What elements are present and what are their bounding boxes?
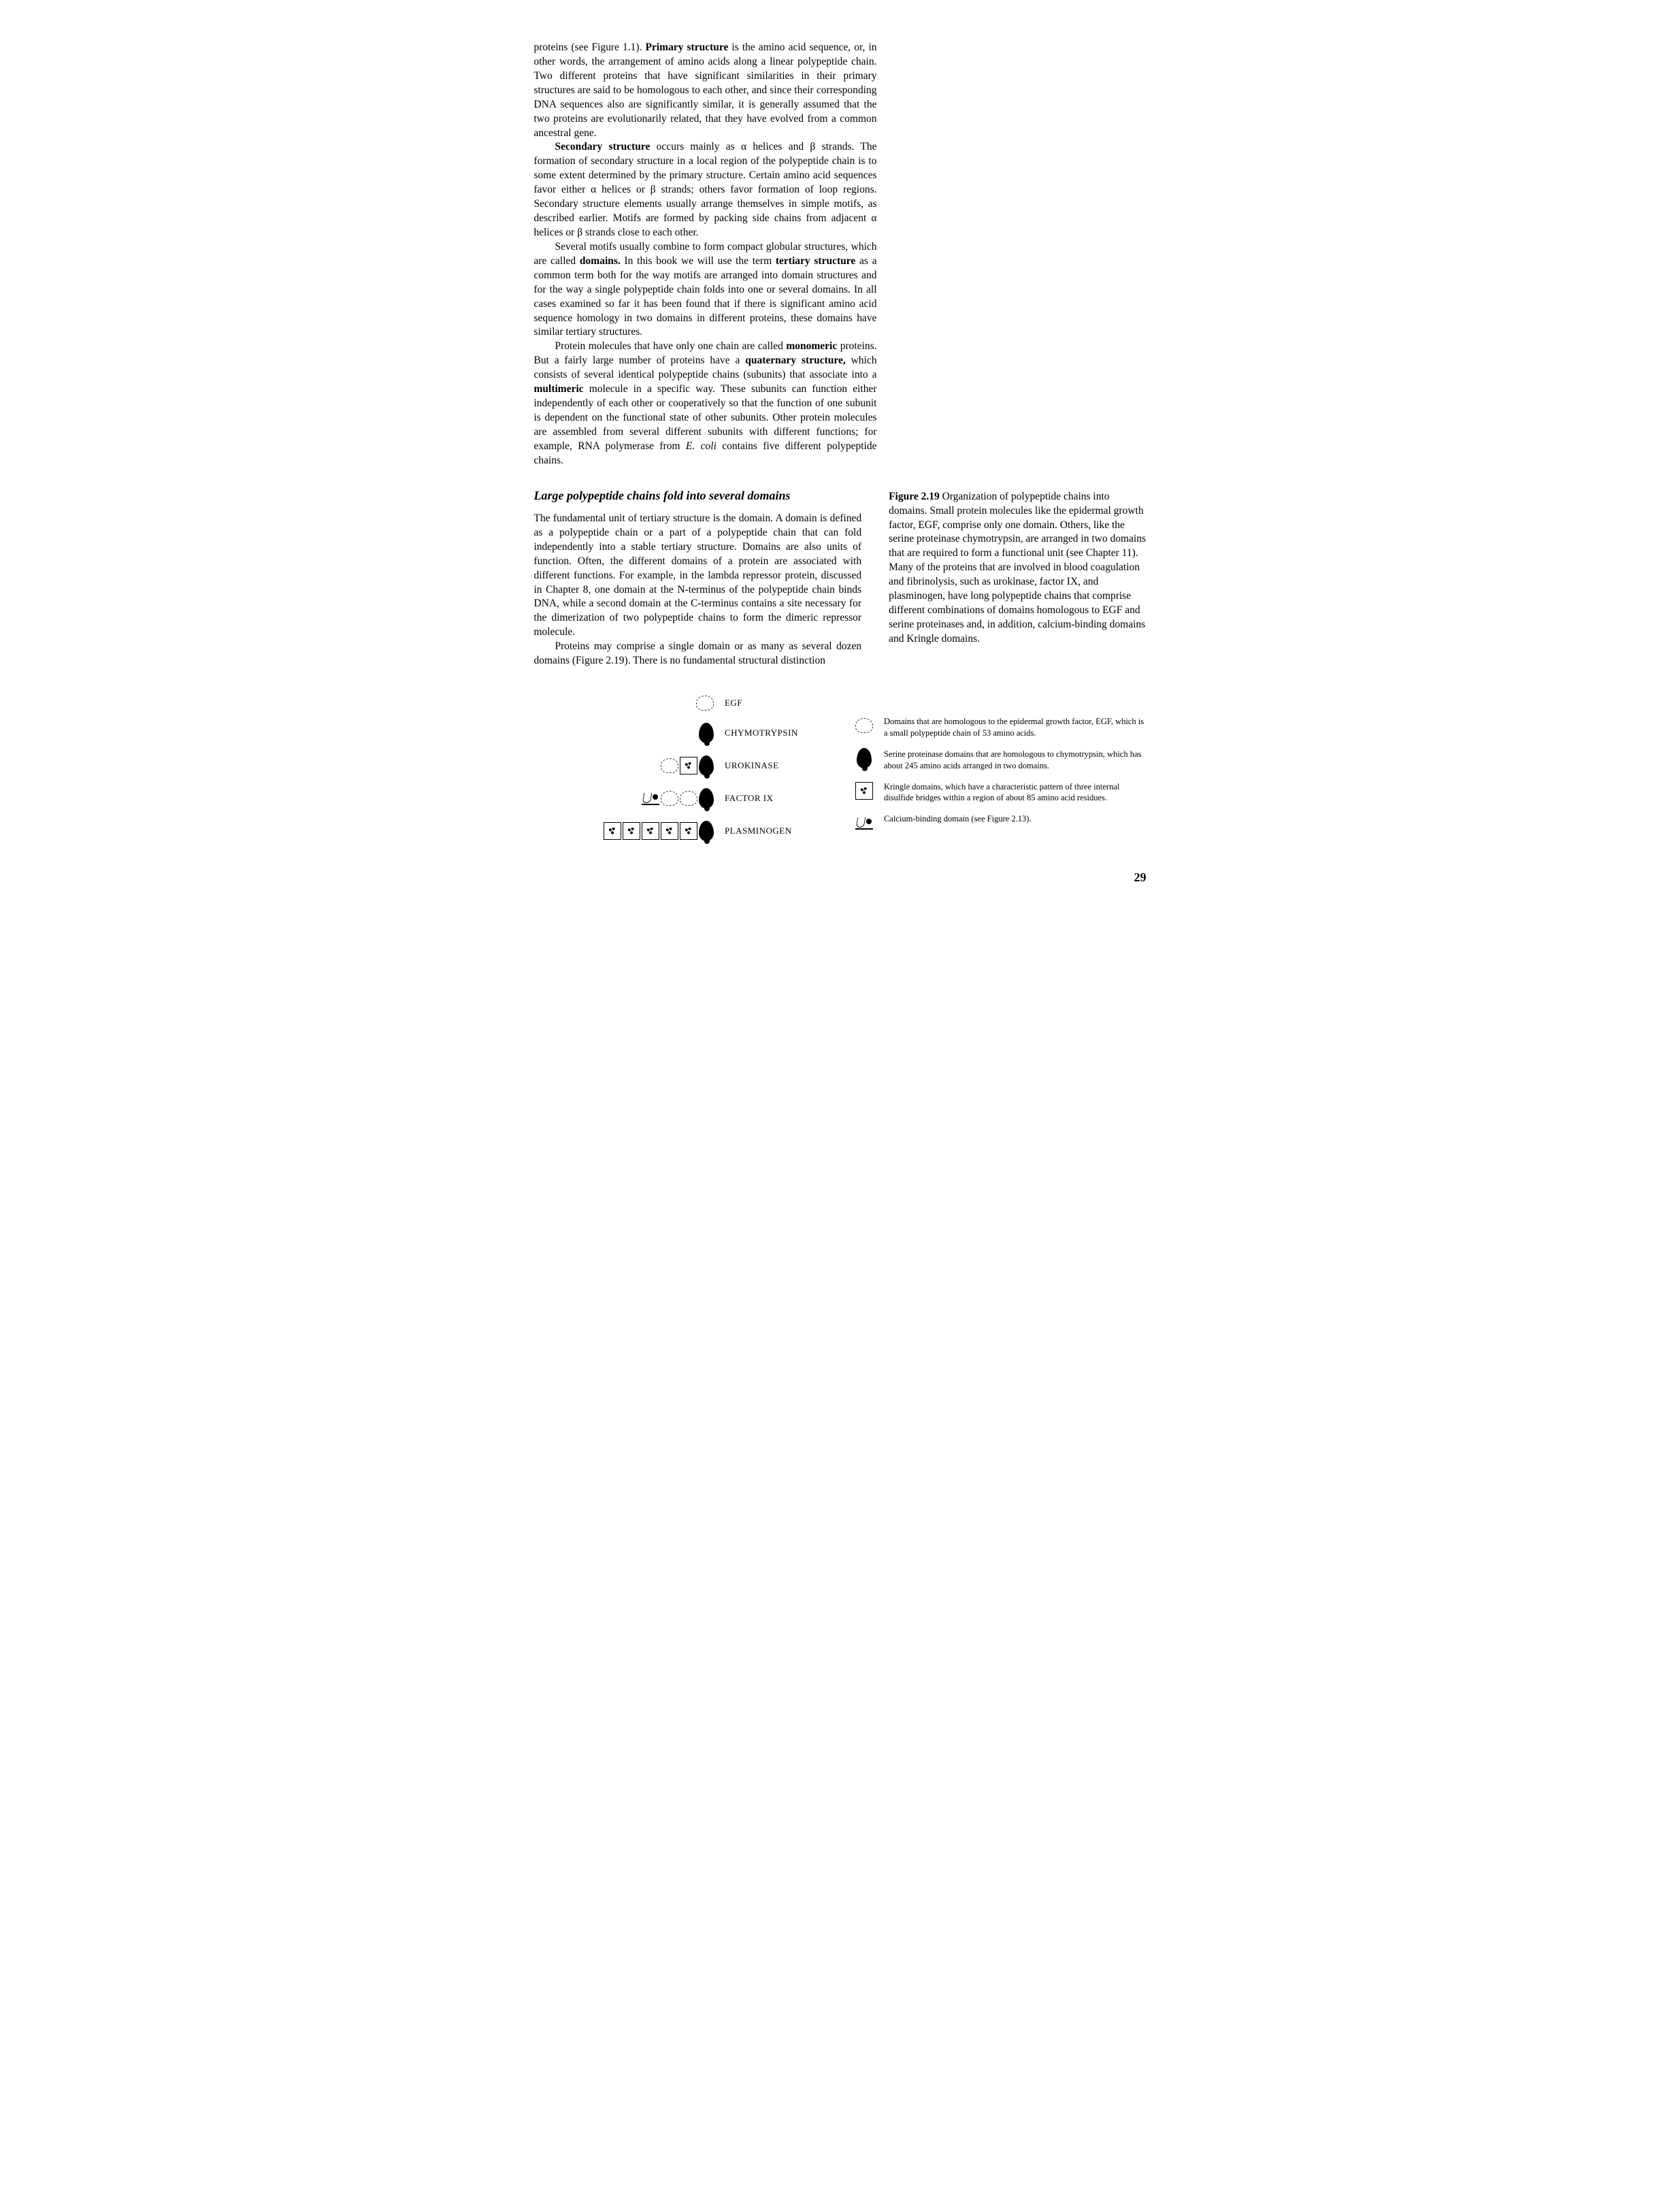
legend-row-serine: Serine proteinase domains that are homol…: [854, 749, 1147, 772]
calcium-domain-icon: [642, 792, 659, 805]
p3-text-e: as a common term both for the way motifs…: [534, 255, 877, 338]
figure-caption: Figure 2.19 Organization of polypeptide …: [889, 490, 1146, 647]
egf-domain-icon: [680, 791, 697, 806]
label-plasminogen: PLASMINOGEN: [725, 825, 813, 837]
label-urokinase: UROKINASE: [725, 760, 813, 772]
figure-caption-text: Organization of polypeptide chains into …: [889, 491, 1146, 645]
main-text-column: proteins (see Figure 1.1). Primary struc…: [534, 41, 877, 468]
protein-row-chymotrypsin: CHYMOTRYPSIN: [534, 723, 813, 743]
kringle-domain-icon: [623, 822, 640, 840]
domains-egf: [534, 696, 714, 711]
protein-row-plasminogen: PLASMINOGEN: [534, 821, 813, 841]
term-tertiary-structure: tertiary structure: [776, 255, 855, 267]
kringle-domain-icon: [642, 822, 659, 840]
legend-kringle-text: Kringle domains, which have a characteri…: [884, 781, 1147, 804]
figure-diagram-area: EGF CHYMOTRYPSIN UROKINASE FACTOR I: [534, 696, 1147, 842]
term-secondary-structure: Secondary structure: [555, 141, 650, 152]
term-quaternary: quaternary structure,: [745, 355, 846, 366]
serine-domain-icon: [699, 755, 714, 776]
page-number: 29: [534, 869, 1147, 885]
legend-serine-icon: [854, 749, 874, 768]
term-monomeric: monomeric: [786, 340, 837, 352]
kringle-domain-icon: [680, 822, 697, 840]
domains-factor-ix: [534, 788, 714, 809]
paragraph-6: Proteins may comprise a single domain or…: [534, 640, 862, 668]
p1-text-c: is the amino acid sequence, or, in other…: [534, 42, 877, 139]
term-ecoli: E. coli: [686, 440, 717, 452]
section-heading: Large polypeptide chains fold into sever…: [534, 487, 862, 504]
protein-row-egf: EGF: [534, 696, 813, 711]
label-factor-ix: FACTOR IX: [725, 792, 813, 804]
p4-text-a: Protein molecules that have only one cha…: [555, 340, 787, 352]
legend-serine-text: Serine proteinase domains that are homol…: [884, 749, 1147, 772]
legend-row-egf: Domains that are homologous to the epide…: [854, 716, 1147, 739]
p2-text-b: occurs mainly as α helices and β strands…: [534, 141, 877, 238]
term-multimeric: multimeric: [534, 383, 584, 395]
domains-plasminogen: [534, 821, 714, 841]
label-egf: EGF: [725, 697, 813, 709]
paragraph-4: Protein molecules that have only one cha…: [534, 340, 877, 468]
domains-chymo: [534, 723, 714, 743]
legend-calcium-text: Calcium-binding domain (see Figure 2.13)…: [884, 813, 1147, 825]
domains-urokinase: [534, 755, 714, 776]
term-primary-structure: Primary structure: [646, 42, 729, 53]
legend-calcium-icon: [854, 813, 874, 832]
egf-domain-icon: [661, 791, 678, 806]
legend-egf-text: Domains that are homologous to the epide…: [884, 716, 1147, 739]
serine-domain-icon: [699, 788, 714, 809]
term-domains: domains.: [580, 255, 621, 267]
figure-legend: Domains that are homologous to the epide…: [854, 696, 1147, 842]
paragraph-1: proteins (see Figure 1.1). Primary struc…: [534, 41, 877, 140]
legend-egf-icon: [854, 716, 874, 735]
label-chymotrypsin: CHYMOTRYPSIN: [725, 727, 813, 739]
protein-row-urokinase: UROKINASE: [534, 755, 813, 776]
p3-text-c: In this book we will use the term: [621, 255, 776, 267]
kringle-domain-icon: [680, 757, 697, 774]
two-column-section: Large polypeptide chains fold into sever…: [534, 468, 1147, 668]
main-col-lower: Large polypeptide chains fold into sever…: [534, 468, 862, 668]
figure-label: Figure 2.19: [889, 491, 940, 502]
egf-domain-icon: [661, 758, 678, 773]
legend-row-calcium: Calcium-binding domain (see Figure 2.13)…: [854, 813, 1147, 832]
protein-row-factor-ix: FACTOR IX: [534, 788, 813, 809]
paragraph-2: Secondary structure occurs mainly as α h…: [534, 140, 877, 240]
figure-protein-diagrams: EGF CHYMOTRYPSIN UROKINASE FACTOR I: [534, 696, 827, 841]
p1-text-a: proteins (see Figure 1.1).: [534, 42, 646, 53]
legend-row-kringle: Kringle domains, which have a characteri…: [854, 781, 1147, 804]
paragraph-5: The fundamental unit of tertiary structu…: [534, 512, 862, 640]
serine-domain-icon: [699, 723, 714, 743]
kringle-domain-icon: [604, 822, 621, 840]
kringle-domain-icon: [661, 822, 678, 840]
paragraph-3: Several motifs usually combine to form c…: [534, 240, 877, 340]
egf-domain-icon: [696, 696, 714, 711]
legend-kringle-icon: [854, 781, 874, 800]
serine-domain-icon: [699, 821, 714, 841]
figure-caption-column: Figure 2.19 Organization of polypeptide …: [889, 468, 1146, 647]
